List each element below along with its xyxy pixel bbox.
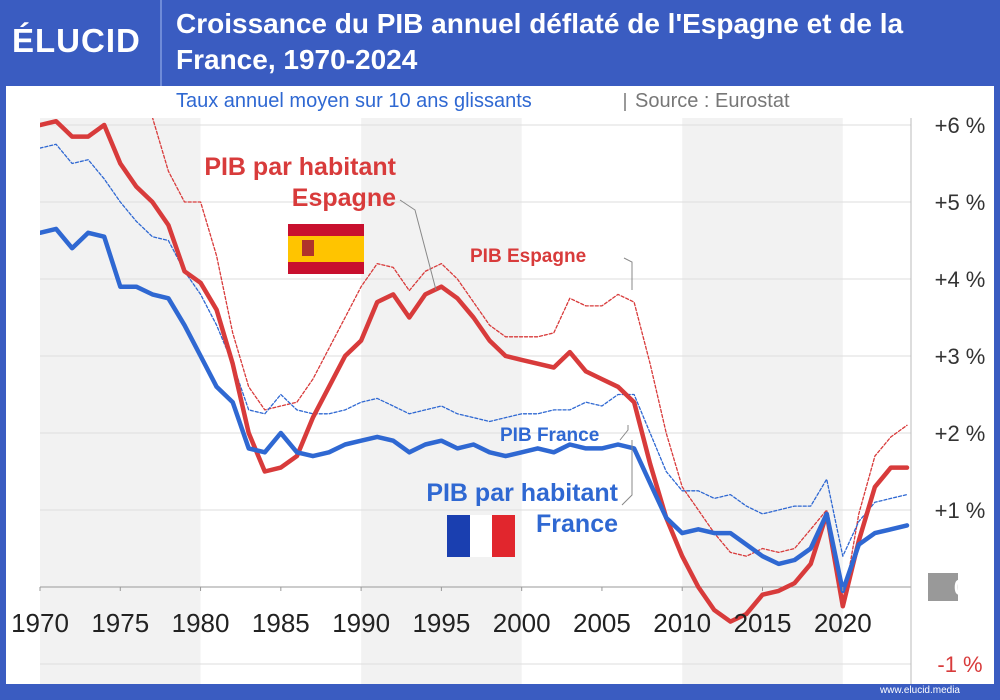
x-tick-label: 2010 (653, 608, 711, 638)
brand: ÉLUCID (12, 22, 141, 59)
y-tick-label: +4 % (935, 267, 986, 292)
x-tick-label: 1990 (332, 608, 390, 638)
chart-title: Croissance du PIB annuel déflaté de l'Es… (176, 8, 904, 75)
separator (160, 0, 162, 86)
separator (624, 93, 626, 111)
series-label: PIB par habitant Espagne (204, 153, 396, 212)
series-line (40, 118, 910, 624)
series-line (40, 226, 910, 594)
x-tick-label: 2000 (493, 608, 551, 638)
y-tick-label: +6 % (935, 113, 986, 138)
y-tick-label: +3 % (935, 344, 986, 369)
source: Source : Eurostat (635, 90, 790, 112)
x-tick-label: 2020 (814, 608, 872, 638)
subtitle: Taux annuel moyen sur 10 ans glissants (176, 90, 532, 112)
x-tick-label: 2005 (573, 608, 631, 638)
leader-line (621, 440, 633, 506)
flag-spain (288, 224, 364, 274)
y-tick-label: +1 % (935, 498, 986, 523)
x-tick-label: 1975 (91, 608, 149, 638)
y-tick-label: +5 % (935, 190, 986, 215)
footer: www.elucid.media (879, 685, 960, 696)
y-tick-label: 0 (954, 575, 966, 600)
x-tick-label: 1980 (172, 608, 230, 638)
y-tick-label: +2 % (935, 421, 986, 446)
x-tick-label: 1995 (412, 608, 470, 638)
x-tick-label: 2015 (734, 608, 792, 638)
series-label: PIB France (500, 425, 600, 446)
leader-line (623, 257, 633, 290)
series-line (151, 118, 908, 607)
y-tick-label: -1 % (937, 652, 982, 677)
x-tick-label: 1985 (252, 608, 310, 638)
flag-france (447, 515, 515, 557)
series-label: PIB par habitant France (426, 479, 618, 538)
zero-box (928, 573, 958, 601)
leader-line (399, 199, 437, 291)
leader-line (619, 425, 629, 441)
x-tick-label: 1970 (11, 608, 69, 638)
series-label: PIB Espagne (470, 246, 587, 267)
